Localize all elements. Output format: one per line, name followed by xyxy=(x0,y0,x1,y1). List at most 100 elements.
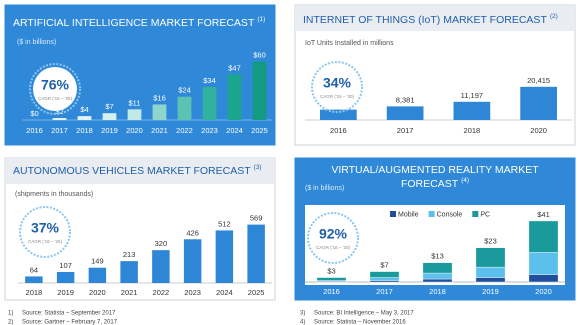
total-label: $41 xyxy=(537,210,550,219)
x-tick-label: 2021 xyxy=(151,126,168,135)
bar-segment xyxy=(528,220,559,253)
x-tick-label: 2017 xyxy=(51,126,68,135)
cagr-ring xyxy=(29,63,81,115)
bar xyxy=(56,272,75,283)
x-tick-label: 2019 xyxy=(101,126,118,135)
x-tick-label: 2020 xyxy=(126,126,143,135)
cagr-caption: CAGR ('16 – '20) xyxy=(320,94,354,99)
cagr-value: 37% xyxy=(31,220,60,236)
legend-label: Mobile xyxy=(398,211,419,218)
x-tick-label: 2025 xyxy=(251,126,268,135)
x-tick-label: 2016 xyxy=(323,287,340,296)
chart-subtitle: (shipments in thousands) xyxy=(15,191,93,198)
value-label: $11 xyxy=(129,98,141,107)
x-tick-label: 2021 xyxy=(121,288,138,297)
chart-title-text: FORECAST xyxy=(401,178,459,190)
bar-segment xyxy=(422,272,453,280)
cagr-value: 34% xyxy=(323,75,352,91)
legend-swatch xyxy=(428,211,435,217)
chart-title: AUTONOMOUS VEHICLES MARKET FORECAST (3) xyxy=(13,164,262,177)
bar xyxy=(183,239,202,283)
bar xyxy=(227,74,242,120)
bar-segment xyxy=(528,274,559,283)
chart-title-text: INTERNET OF THINGS (IoT) MARKET FORECAST xyxy=(303,14,547,26)
bar xyxy=(453,101,491,120)
title-footnote-ref: (2) xyxy=(550,13,558,20)
footnote-marker: 2) xyxy=(8,320,13,325)
x-tick-label: 2017 xyxy=(397,126,414,135)
bar-segment xyxy=(475,277,506,283)
chart-title: VIRTUAL/AUGMENTED REALITY MARKET xyxy=(331,164,539,176)
cagr-ring xyxy=(307,212,359,264)
x-tick-label: 2023 xyxy=(201,126,218,135)
cagr-value: 92% xyxy=(319,226,348,242)
cagr-caption: CAGR ('18 – '25) xyxy=(28,239,62,244)
cagr-value: 76% xyxy=(41,77,70,93)
value-label: $0 xyxy=(30,109,38,118)
value-label: $4 xyxy=(80,105,88,114)
footnote-text: Source: BI Intelligence – May 3, 2017 xyxy=(314,311,414,317)
x-tick-label: 2020 xyxy=(89,288,106,297)
value-label: $24 xyxy=(178,86,191,95)
cagr-ring xyxy=(19,206,71,258)
x-tick-label: 2024 xyxy=(226,126,243,135)
title-footnote-ref: (3) xyxy=(254,164,262,171)
bar xyxy=(520,86,557,120)
x-tick-label: 2016 xyxy=(330,126,347,135)
cagr-bubble xyxy=(23,210,67,254)
value-label: 149 xyxy=(91,257,104,266)
cagr-bubble xyxy=(315,65,359,109)
chart-panel: INTERNET OF THINGS (IoT) MARKET FORECAST… xyxy=(294,4,576,146)
x-tick-label: 2018 xyxy=(76,126,93,135)
chart-subtitle: ($ in billions) xyxy=(17,39,56,46)
bar xyxy=(52,118,67,120)
legend-label: Console xyxy=(437,211,463,218)
bar xyxy=(127,109,142,120)
panel-header xyxy=(5,158,275,184)
x-tick-label: 2024 xyxy=(216,288,233,297)
x-tick-label: 2022 xyxy=(176,126,193,135)
value-label: 512 xyxy=(218,219,231,228)
bar-segment xyxy=(475,247,506,268)
total-label: $23 xyxy=(484,237,497,246)
bar xyxy=(88,267,107,283)
value-label: 569 xyxy=(250,214,263,223)
value-label: $7 xyxy=(105,102,113,111)
value-label: 213 xyxy=(123,250,136,259)
bar-segment xyxy=(369,277,400,281)
bar-segment xyxy=(369,280,400,283)
bar-segment xyxy=(528,252,559,275)
bar xyxy=(120,261,138,283)
chart-panel: AUTONOMOUS VEHICLES MARKET FORECAST (3) (s… xyxy=(4,157,276,301)
bar-segment xyxy=(422,262,453,274)
x-tick-label: 2016 xyxy=(26,126,43,135)
chart-title-text: AUTONOMOUS VEHICLES MARKET FORECAST xyxy=(13,165,251,177)
bar xyxy=(152,104,167,120)
footnote-text: Source: Statista – September 2017 xyxy=(22,311,116,317)
value-label: 320 xyxy=(155,239,168,248)
value-label: 426 xyxy=(186,228,199,237)
bar xyxy=(25,276,43,283)
chart-title: INTERNET OF THINGS (IoT) MARKET FORECAST… xyxy=(303,13,558,26)
chart-title-text: VIRTUAL/AUGMENTED REALITY MARKET xyxy=(331,164,539,176)
footnote-marker: 4) xyxy=(300,320,305,325)
x-tick-label: 2020 xyxy=(535,287,552,296)
bar-segment xyxy=(475,266,506,278)
cagr-caption: CAGR ('16 – '20) xyxy=(316,245,350,250)
value-label: 107 xyxy=(59,261,72,270)
chart-title: ARTIFICIAL INTELLIGENCE MARKET FORECAST(… xyxy=(13,16,265,29)
chart-title-text: ARTIFICIAL INTELLIGENCE MARKET FORECAST xyxy=(13,17,255,29)
value-label: $16 xyxy=(153,93,166,102)
cagr-caption: CAGR ('16 – '25) xyxy=(38,96,72,101)
value-label: 11,197 xyxy=(461,91,483,100)
x-tick-label: 2022 xyxy=(153,288,170,297)
value-label: $2 xyxy=(55,107,63,116)
footnote-text: Source: Statista – November 2016 xyxy=(314,320,406,325)
cagr-bubble xyxy=(311,216,355,260)
bar-segment xyxy=(316,277,347,281)
bar-segment xyxy=(422,278,453,283)
chart-panel: ARTIFICIAL INTELLIGENCE MARKET FORECAST (… xyxy=(4,4,276,146)
x-tick-label: 2018 xyxy=(464,126,481,135)
x-tick-label: 2020 xyxy=(530,126,547,135)
value-label: 64 xyxy=(30,265,38,274)
